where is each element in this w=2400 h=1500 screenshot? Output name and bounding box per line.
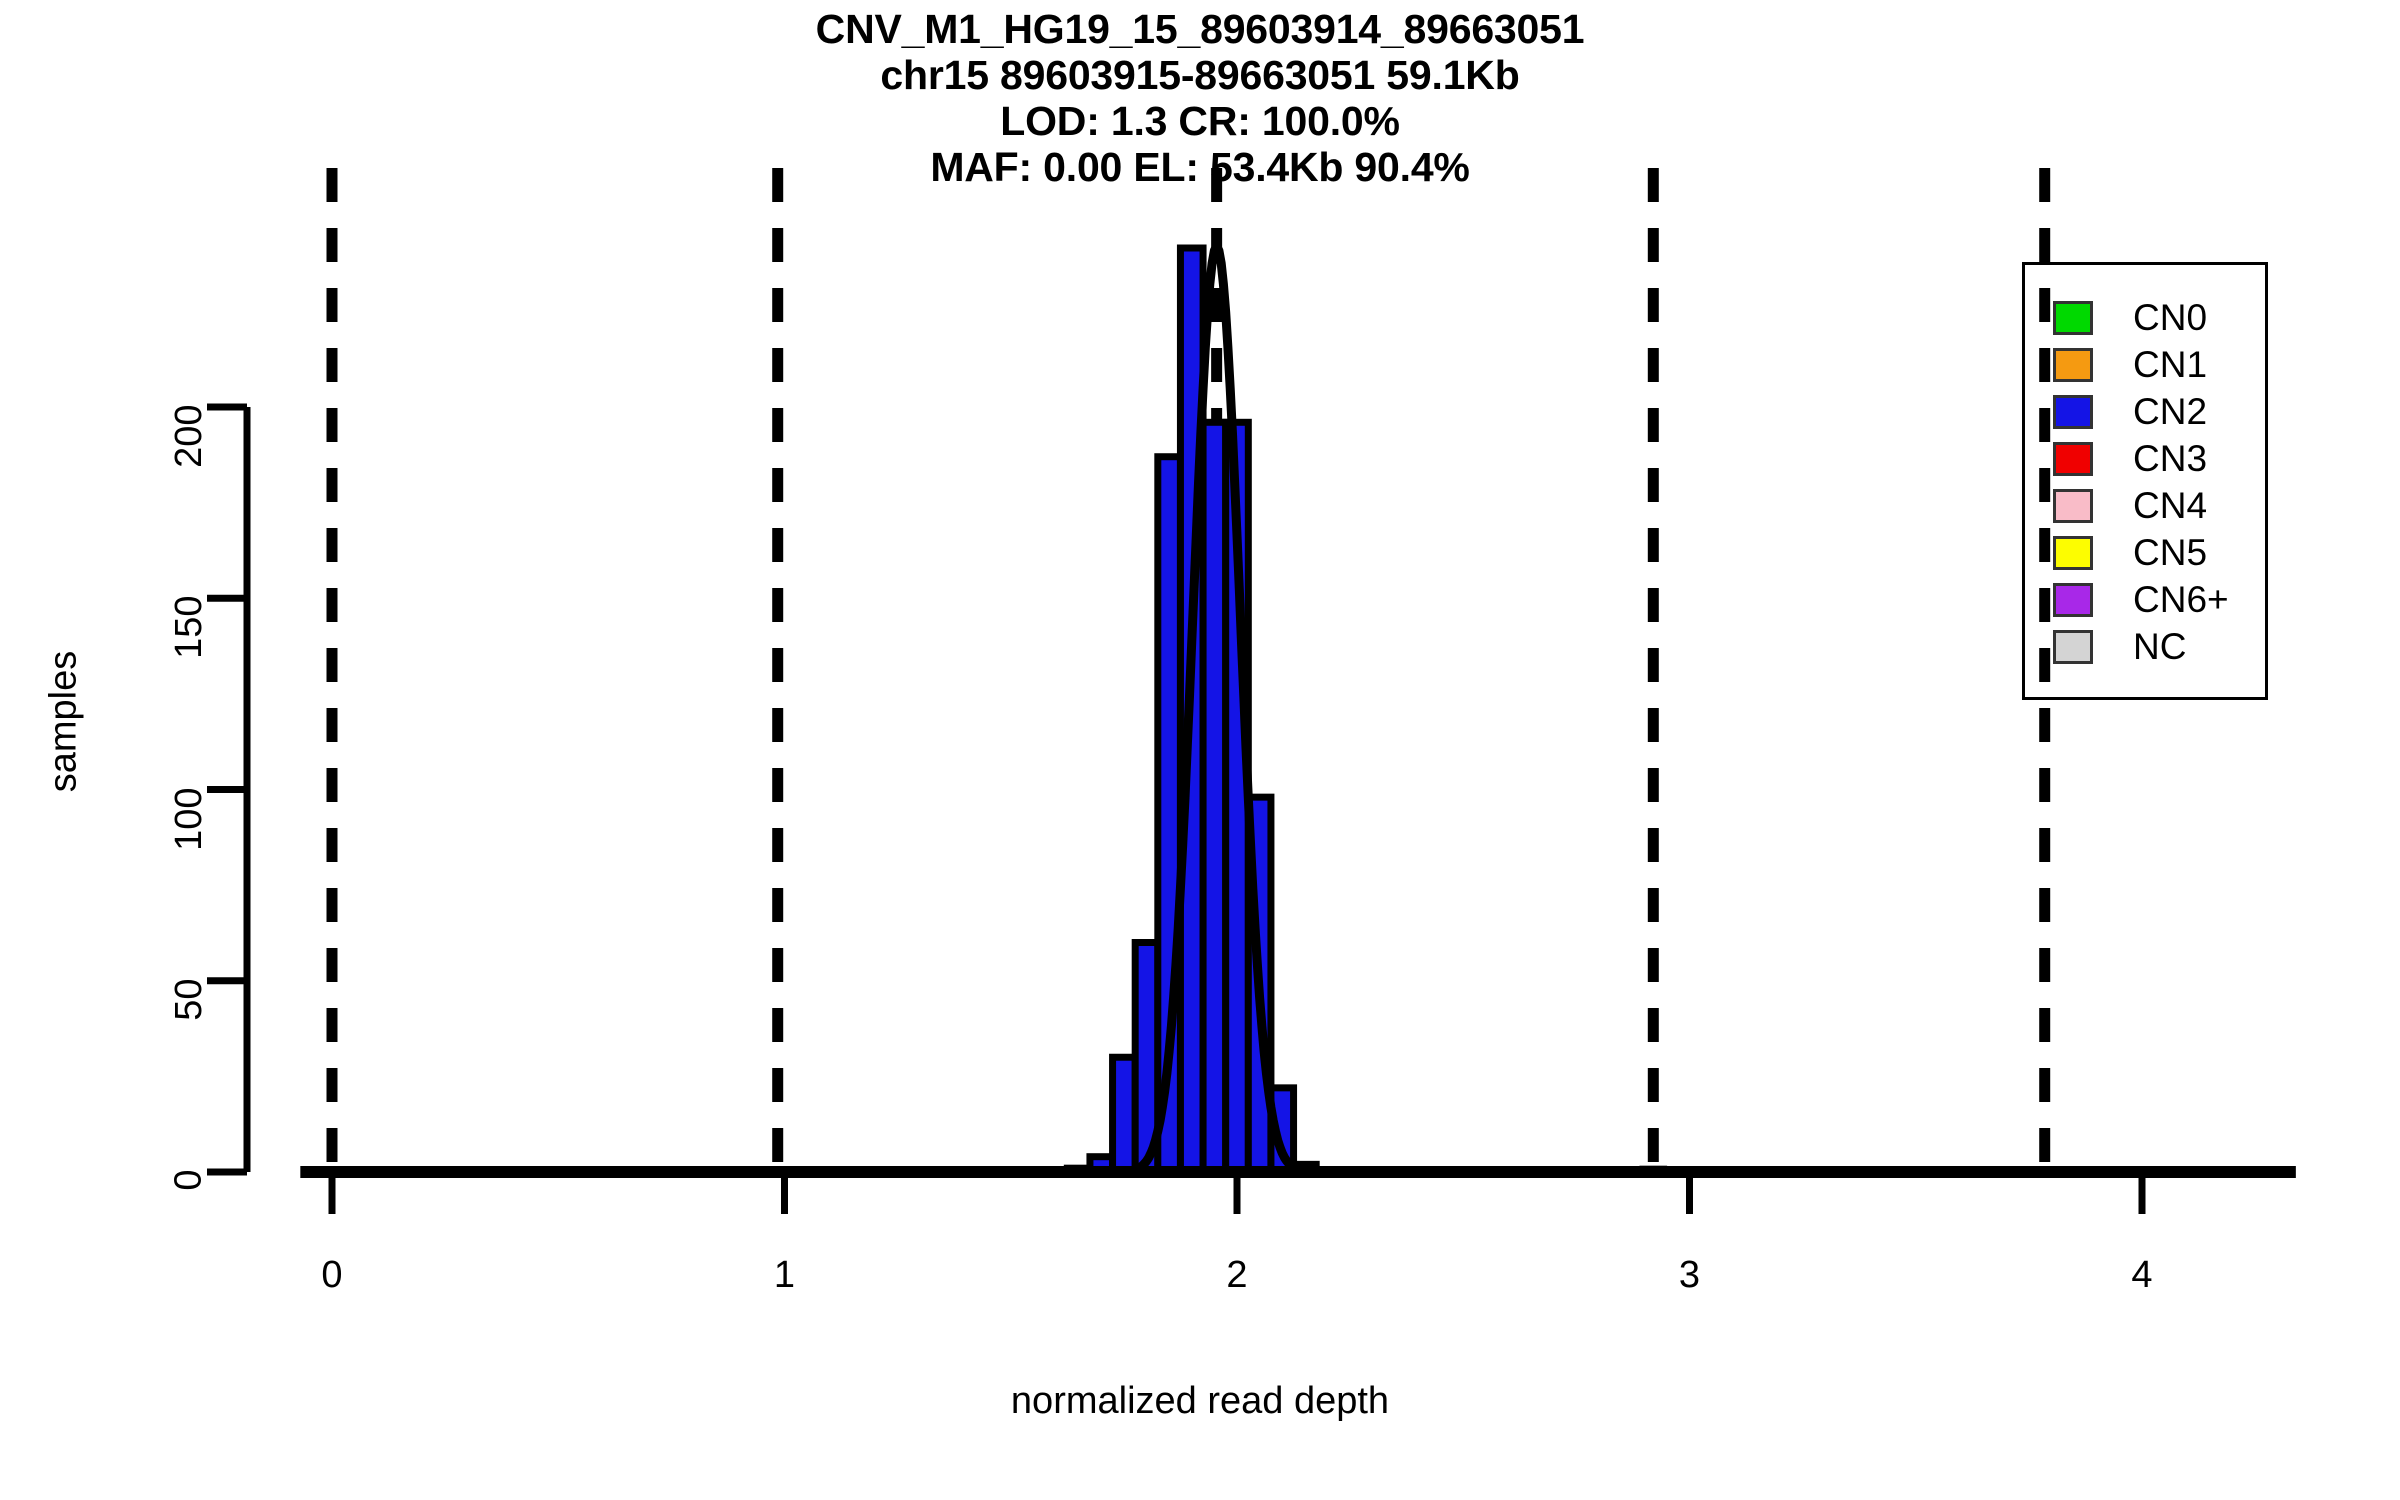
x-axis-label: normalized read depth [1010,1380,1390,1422]
legend-item-nc[interactable]: NC [2053,628,2186,665]
legend-item-cn2[interactable]: CN2 [2053,393,2207,430]
title-line-3: LOD: 1.3 CR: 100.0% [1000,98,1400,144]
histogram-bars [1063,244,1668,1176]
y-axis-label: samples [42,650,85,793]
legend-color-swatch [2053,394,2093,429]
copy-number-legend: CN0 CN1 CN2 CN3 CN4 CN5 CN6+ NC [2022,262,2268,700]
legend-item-cn4[interactable]: CN4 [2053,487,2207,524]
title-line-2: chr15 89603915-89663051 59.1Kb [880,52,1520,98]
legend-label: CN2 [2133,391,2208,432]
legend-label: CN3 [2133,438,2208,479]
legend-color-swatch [2053,347,2093,382]
title-line-4: MAF: 0.00 EL: 53.4Kb 90.4% [930,144,1470,190]
y-tick-label: 50 [167,978,210,1021]
legend-item-cn0[interactable]: CN0 [2053,299,2207,336]
legend-label: CN5 [2133,532,2208,573]
legend-label: CN0 [2133,297,2208,338]
x-tick-label: 1 [773,1254,796,1296]
legend-label: CN6+ [2133,579,2229,620]
title-line-1: CNV_M1_HG19_15_89603914_89663051 [815,6,1585,52]
legend-color-swatch [2053,300,2093,335]
legend-color-swatch [2053,535,2093,570]
legend-color-swatch [2053,629,2093,664]
plot-title-block: CNV_M1_HG19_15_89603914_89663051 chr15 8… [0,6,2400,190]
axis-lines [207,403,2296,1214]
y-tick-label: 150 [167,595,210,660]
x-tick-label: 2 [1226,1254,1248,1296]
y-tick-label: 100 [167,787,210,851]
legend-color-swatch [2053,441,2093,476]
legend-item-cn6plus[interactable]: CN6+ [2053,581,2229,618]
legend-item-cn5[interactable]: CN5 [2053,534,2207,571]
legend-item-cn3[interactable]: CN3 [2053,440,2207,477]
x-tick-label: 0 [321,1254,343,1296]
legend-item-cn1[interactable]: CN1 [2053,346,2207,383]
legend-label: CN1 [2133,344,2208,385]
x-tick-label: 4 [2131,1254,2153,1296]
legend-label: NC [2133,626,2187,667]
legend-label: CN4 [2133,485,2208,526]
y-tick-label: 200 [167,404,210,468]
legend-color-swatch [2053,488,2093,523]
x-tick-label: 3 [1678,1254,1701,1296]
y-tick-label: 0 [167,1169,210,1191]
legend-color-swatch [2053,582,2093,617]
